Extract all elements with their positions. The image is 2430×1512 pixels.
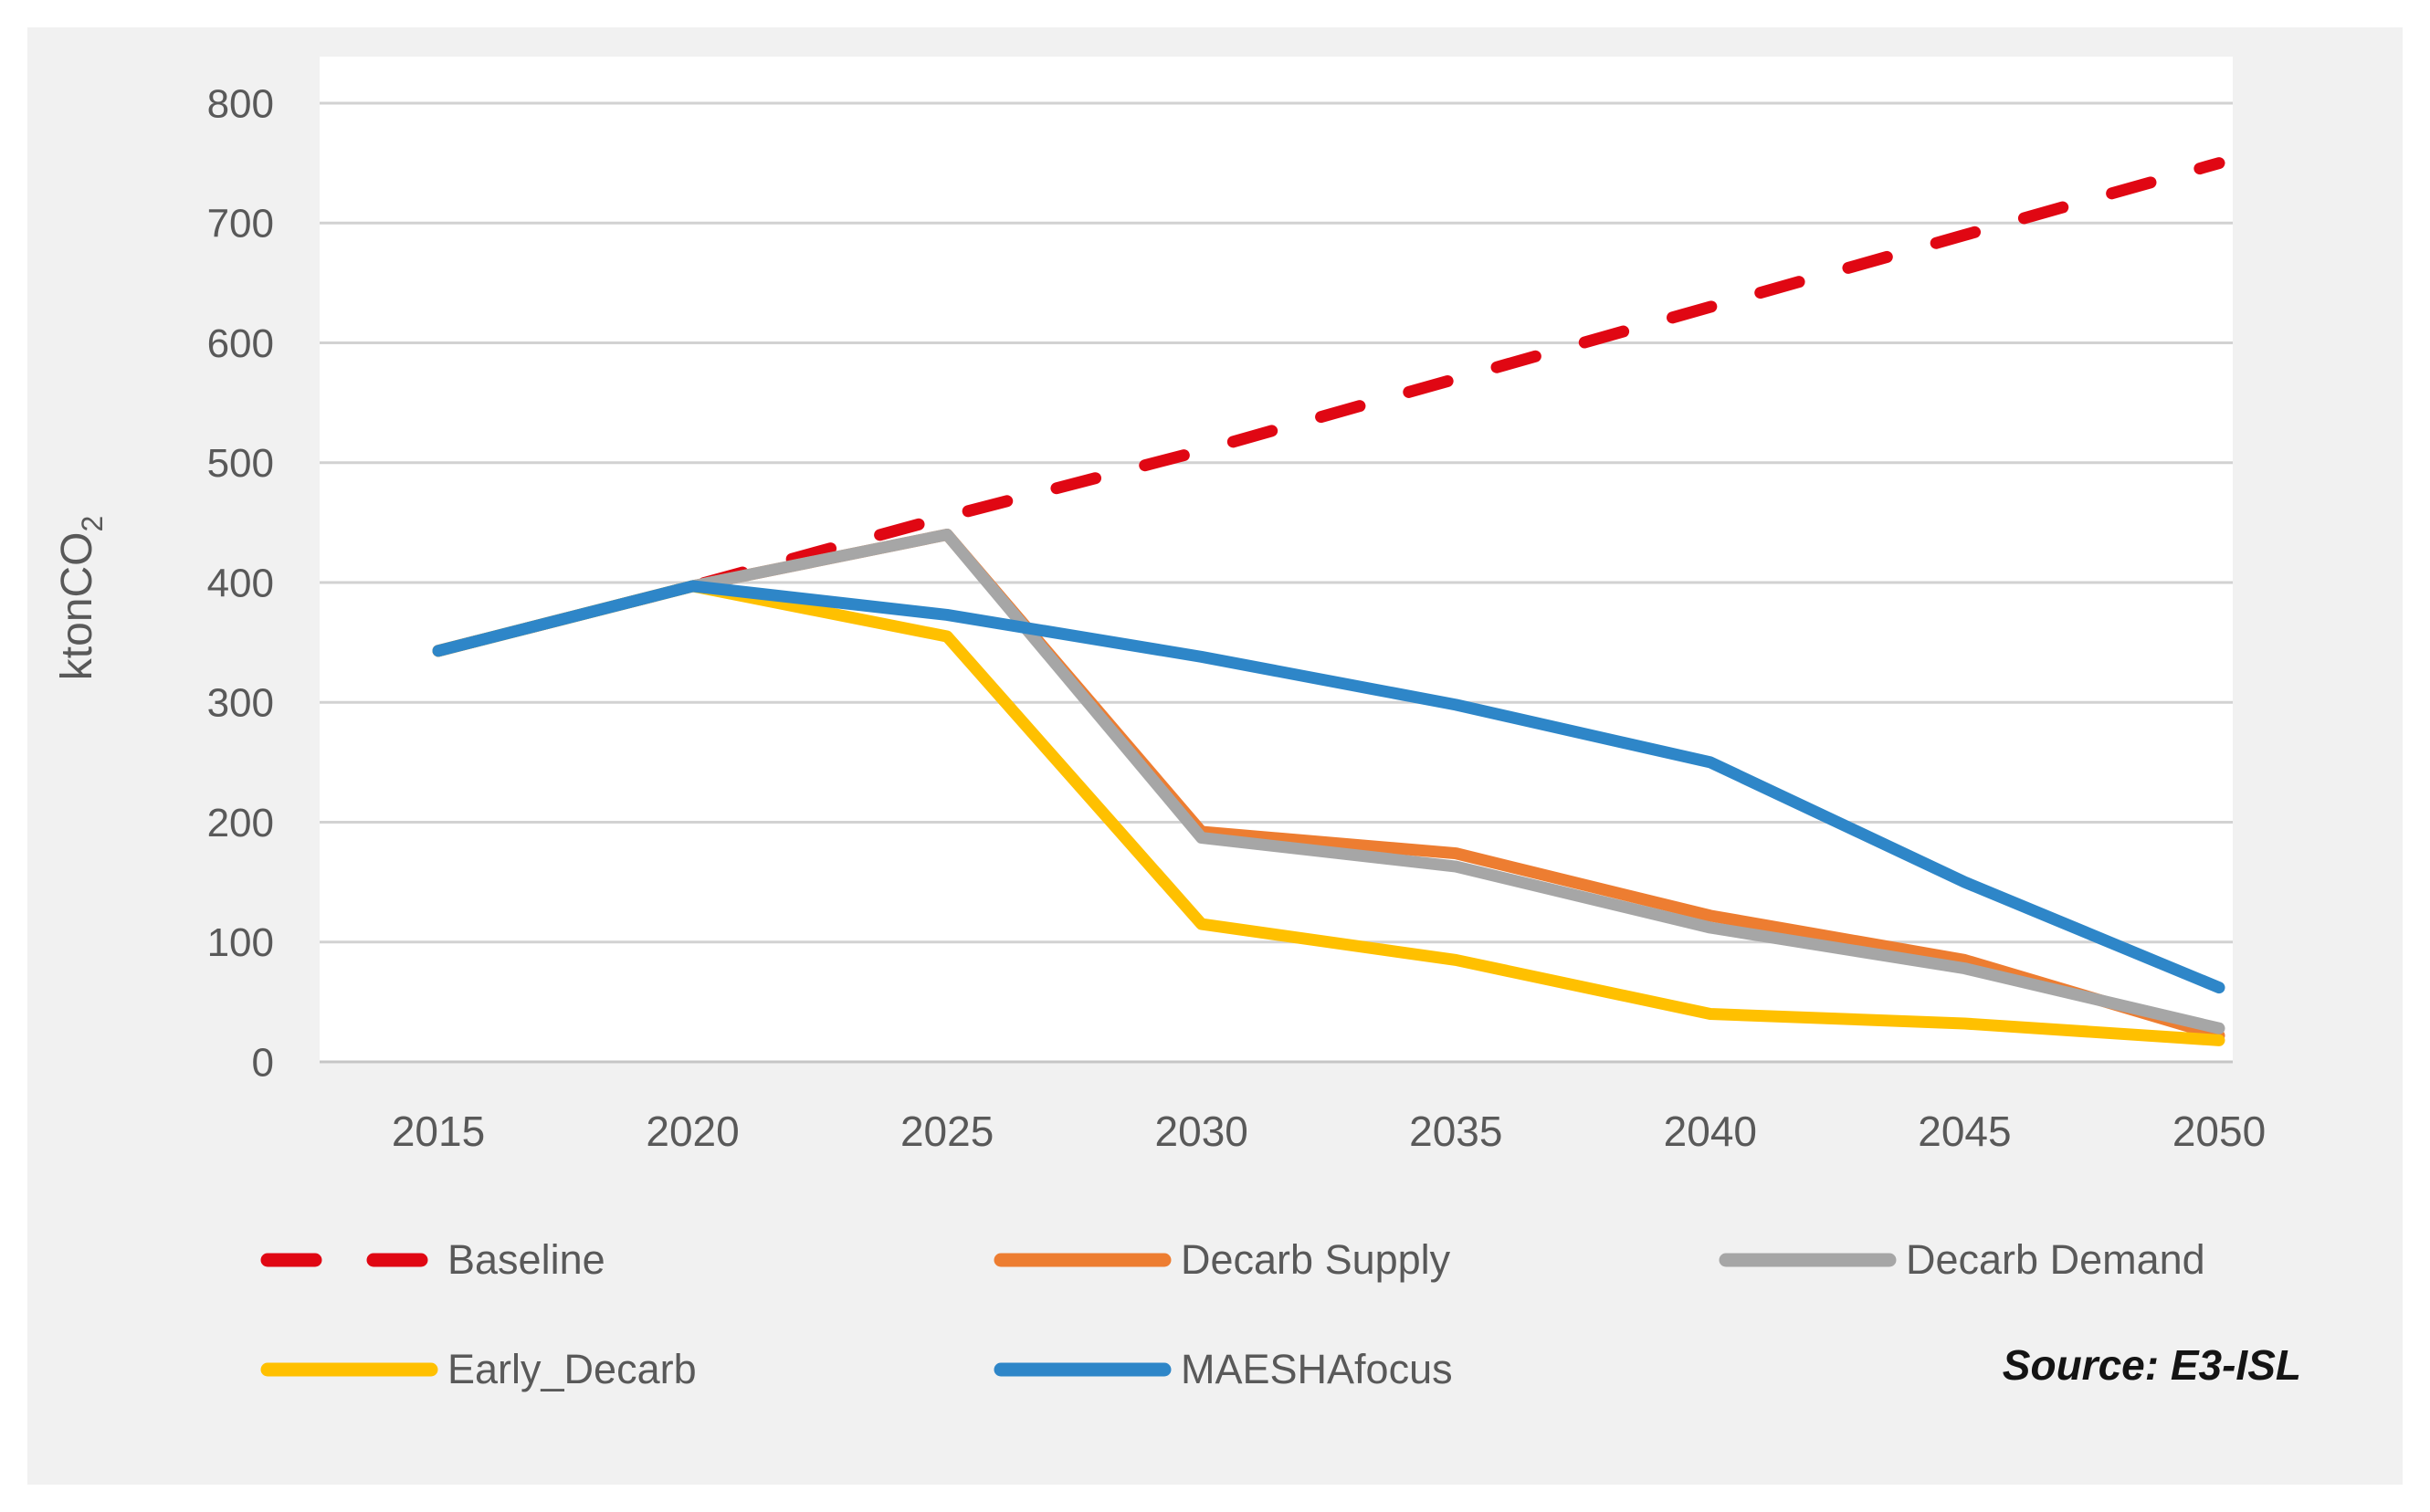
legend-swatch: [1719, 1253, 1897, 1267]
y-tick-label: 700: [207, 202, 274, 247]
plot-area: [320, 57, 2233, 1062]
x-tick-label: 2040: [1664, 1108, 1757, 1155]
x-tick-label: 2020: [646, 1108, 739, 1155]
series-line-decarb-demand: [432, 529, 2225, 1034]
x-tick-label: 2030: [1155, 1108, 1248, 1155]
y-tick-label: 800: [207, 81, 274, 126]
legend-swatch: [994, 1253, 1172, 1267]
y-axis-title: ktonCO2: [53, 516, 109, 681]
legend-item-baseline: Baseline: [260, 1228, 605, 1292]
legend-swatch: [260, 1253, 438, 1267]
legend-item-early-decarb: Early_Decarb: [260, 1338, 697, 1402]
x-tick-label: 2015: [392, 1108, 485, 1155]
y-tick-label: 500: [207, 441, 274, 486]
y-tick-label: 0: [252, 1040, 274, 1085]
y-tick-label: 100: [207, 920, 274, 965]
y-tick-label: 600: [207, 321, 274, 366]
x-tick-label: 2025: [900, 1108, 994, 1155]
x-tick-label: 2035: [1409, 1108, 1502, 1155]
series-line-maeshafocus: [432, 580, 2225, 994]
legend-row-1: Baseline Decarb Supply Decarb Demand: [260, 1228, 2361, 1292]
legend-swatch: [994, 1362, 1172, 1377]
legend-label: Decarb Supply: [1181, 1236, 1451, 1283]
y-tick-label: 300: [207, 681, 274, 726]
legend-row-2: Early_Decarb MAESHAfocus: [260, 1338, 2361, 1402]
legend-label: Baseline: [447, 1236, 605, 1283]
chart-panel: 800 700 600 500 400 300 200 100 0 2015 2020 2025 203…: [27, 27, 2403, 1485]
legend-label: MAESHAfocus: [1181, 1346, 1453, 1392]
legend-label: Decarb Demand: [1906, 1236, 2205, 1283]
legend-item-decarb-supply: Decarb Supply: [994, 1228, 1450, 1292]
source-note: Source: E3-ISL: [2002, 1341, 2301, 1389]
legend-label: Early_Decarb: [447, 1346, 697, 1392]
y-tick-label: 400: [207, 561, 274, 605]
legend-item-decarb-demand: Decarb Demand: [1719, 1228, 2205, 1292]
x-tick-label: 2045: [1918, 1108, 2011, 1155]
legend-item-maeshafocus: MAESHAfocus: [994, 1338, 1453, 1402]
legend-swatch: [260, 1362, 438, 1377]
x-tick-label: 2050: [2172, 1108, 2266, 1155]
y-tick-label: 200: [207, 801, 274, 845]
